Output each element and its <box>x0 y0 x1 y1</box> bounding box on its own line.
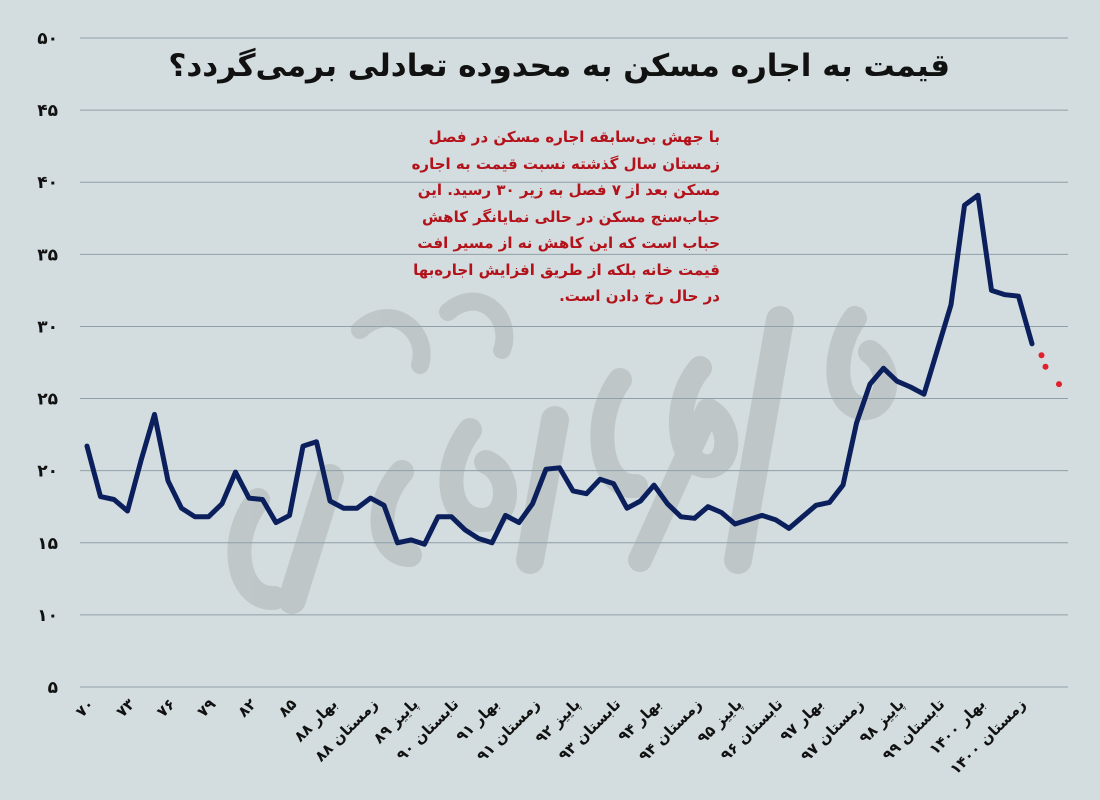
y-tick-label: ۵۰ <box>37 29 58 49</box>
x-tick-label: ۷۰ <box>72 695 98 721</box>
x-tick-label: ۷۹ <box>194 695 220 721</box>
y-tick-label: ۳۵ <box>37 245 58 265</box>
x-tick-label: ۸۲ <box>234 695 260 721</box>
x-tick-label: ۸۵ <box>275 695 301 721</box>
y-tick-label: ۲۰ <box>37 462 58 482</box>
y-tick-label: ۴۵ <box>37 101 58 121</box>
forecast-point <box>1056 381 1062 388</box>
forecast-point <box>1042 363 1049 370</box>
forecast-point <box>1038 352 1045 359</box>
y-tick-label: ۲۵ <box>37 390 58 410</box>
x-tick-label: ۷۳ <box>113 695 139 721</box>
chart-title: قیمت به اجاره مسکن به محدوده تعادلی برمی… <box>168 48 950 84</box>
y-tick-label: ۱۰ <box>37 606 58 626</box>
watermark-logo <box>227 292 898 614</box>
chart-annotation: با جهش بی‌سابقه اجاره مسکن در فصل زمستان… <box>411 128 720 305</box>
y-tick-label: ۳۰ <box>37 317 58 337</box>
y-tick-label: ۱۵ <box>37 534 58 554</box>
y-axis: ۵ ۱۰ ۱۵ ۲۰ ۲۵ ۳۰ ۳۵ ۴۰ ۴۵ ۵۰ <box>37 29 58 698</box>
grid-lines <box>80 37 1068 688</box>
x-tick-label: ۷۶ <box>153 695 179 721</box>
series-layer <box>84 192 1062 547</box>
y-tick-label: ۴۰ <box>37 173 58 193</box>
y-tick-label: ۵ <box>48 678 58 698</box>
